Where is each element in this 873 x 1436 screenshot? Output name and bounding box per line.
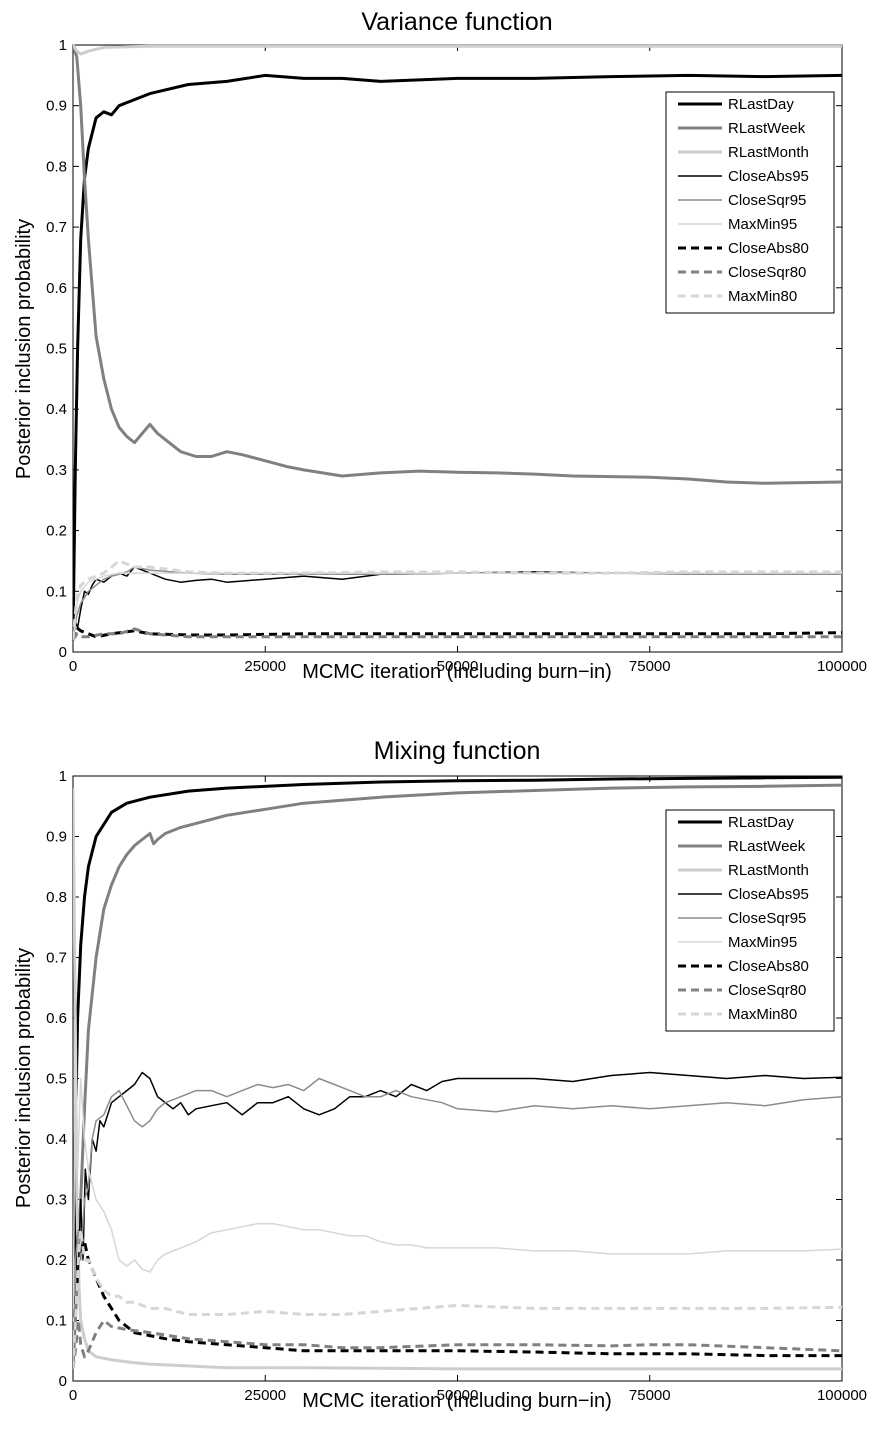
y-tick-label: 0.1 — [46, 583, 67, 600]
y-tick-label: 0 — [59, 1373, 67, 1390]
y-tick-label: 1 — [59, 37, 67, 54]
series-line-closesqr80 — [73, 627, 842, 641]
y-tick-label: 0.1 — [46, 1313, 67, 1330]
x-tick-label: 25000 — [244, 1387, 286, 1404]
y-tick-label: 0.9 — [46, 98, 67, 115]
mixing-function-chart: Mixing function MCMC iteration (includin… — [13, 737, 867, 1412]
y-tick-label: 0.5 — [46, 341, 67, 358]
x-tick-label: 100000 — [817, 1387, 867, 1404]
legend-label: RLastMonth — [728, 862, 809, 879]
series-line-rlastweek — [73, 783, 842, 1369]
y-tick-label: 0.7 — [46, 950, 67, 967]
legend-label: RLastWeek — [728, 838, 806, 855]
x-tick-label: 75000 — [629, 1387, 671, 1404]
y-tick-label: 0.3 — [46, 1192, 67, 1209]
x-axis-label: MCMC iteration (including burn−in) — [302, 661, 612, 683]
series-line-maxmin80 — [73, 1228, 842, 1369]
series-line-rlastmonth — [73, 788, 842, 1371]
variance-function-chart: Variance function MCMC iteration (includ… — [13, 8, 867, 683]
x-tick-label: 50000 — [437, 1387, 479, 1404]
y-tick-label: 0.8 — [46, 889, 67, 906]
series-group — [73, 775, 842, 1371]
x-tick-label: 0 — [69, 658, 77, 675]
y-tick-label: 0.9 — [46, 829, 67, 846]
series-line-closeabs80 — [73, 1240, 842, 1369]
legend: RLastDay RLastWeek RLastMonth CloseAbs95 Clo… — [665, 91, 835, 314]
series-line-rlastweek — [73, 44, 842, 485]
legend-label: RLastDay — [728, 814, 794, 831]
legend-label: MaxMin80 — [728, 288, 797, 305]
y-tick-label: 1 — [59, 768, 67, 785]
series-line-rlastmonth — [73, 44, 842, 56]
legend-label: MaxMin95 — [728, 934, 797, 951]
legend-label: CloseAbs80 — [728, 240, 809, 257]
series-line-maxmin95 — [73, 1017, 842, 1369]
series-line-closesqr80 — [73, 1319, 842, 1370]
y-tick-label: 0.4 — [46, 1131, 67, 1148]
chart-title: Mixing function — [374, 737, 541, 765]
series-line-rlastday — [73, 775, 842, 1369]
legend-label: CloseAbs95 — [728, 168, 809, 185]
chart-title: Variance function — [361, 8, 552, 36]
y-tick-label: 0.7 — [46, 219, 67, 236]
legend-label: MaxMin95 — [728, 216, 797, 233]
y-tick-label: 0.8 — [46, 158, 67, 175]
x-tick-label: 75000 — [629, 658, 671, 675]
x-tick-label: 0 — [69, 1387, 77, 1404]
x-tick-label: 100000 — [817, 658, 867, 675]
y-tick-label: 0.5 — [46, 1071, 67, 1088]
legend-label: RLastWeek — [728, 120, 806, 137]
series-line-maxmin95 — [73, 572, 842, 640]
y-tick-label: 0.2 — [46, 523, 67, 540]
series-line-closesqr95 — [73, 1077, 842, 1369]
y-tick-label: 0 — [59, 644, 67, 661]
x-tick-label: 50000 — [437, 658, 479, 675]
legend-label: CloseAbs95 — [728, 886, 809, 903]
legend-label: MaxMin80 — [728, 1006, 797, 1023]
series-group — [73, 44, 842, 641]
legend-label: CloseSqr95 — [728, 192, 806, 209]
legend-label: CloseSqr80 — [728, 264, 806, 281]
legend-label: RLastMonth — [728, 144, 809, 161]
legend-label: RLastDay — [728, 96, 794, 113]
legend-label: CloseSqr80 — [728, 982, 806, 999]
x-tick-label: 25000 — [244, 658, 286, 675]
series-line-closeabs80 — [73, 626, 842, 641]
y-tick-label: 0.6 — [46, 280, 67, 297]
y-tick-label: 0.6 — [46, 1010, 67, 1027]
legend-label: CloseSqr95 — [728, 910, 806, 927]
y-axis-label: Posterior inclusion probability — [13, 219, 35, 479]
y-tick-label: 0.2 — [46, 1252, 67, 1269]
y-axis-label: Posterior inclusion probability — [13, 948, 35, 1208]
y-tick-label: 0.4 — [46, 401, 67, 418]
y-tick-label: 0.3 — [46, 462, 67, 479]
x-axis-label: MCMC iteration (including burn−in) — [302, 1390, 612, 1412]
legend: RLastDay RLastWeek RLastMonth CloseAbs95 Clo… — [665, 809, 835, 1032]
series-line-closeabs95 — [73, 1071, 842, 1369]
legend-label: CloseAbs80 — [728, 958, 809, 975]
